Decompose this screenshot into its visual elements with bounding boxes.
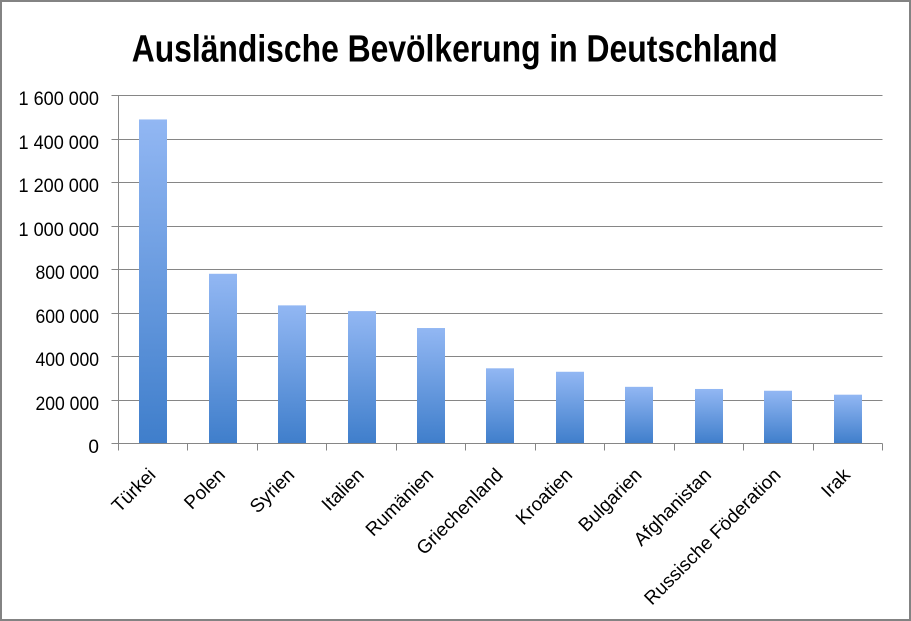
svg-text:600 000: 600 000 (36, 307, 100, 328)
svg-text:1 200 000: 1 200 000 (19, 176, 100, 197)
svg-text:200 000: 200 000 (36, 394, 100, 415)
svg-text:0: 0 (88, 437, 99, 458)
svg-text:Ausländische Bevölkerung in De: Ausländische Bevölkerung in Deutschland (132, 28, 778, 70)
svg-text:400 000: 400 000 (36, 350, 100, 371)
svg-text:800 000: 800 000 (36, 263, 100, 284)
svg-text:1 000 000: 1 000 000 (19, 220, 100, 241)
svg-text:1 600 000: 1 600 000 (19, 89, 100, 110)
svg-text:1 400 000: 1 400 000 (19, 133, 100, 154)
